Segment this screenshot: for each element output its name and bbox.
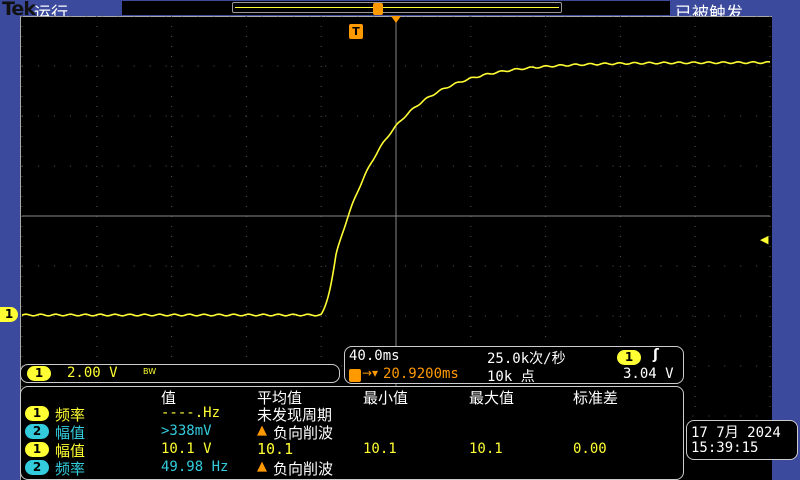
measurements-table: 值平均值 最小值 最大值 标准差 1 频率 ----.Hz 未发现周期 2 幅值 >33… [20,386,684,480]
trigger-level: 3.04 V [623,366,674,382]
channel-badge: 1 [25,406,49,421]
measurement-value: 49.98 Hz [161,459,229,475]
ch1-badge: 1 [27,366,51,381]
ch1-waveform-trace [21,60,771,317]
measurement-mean: 负向削波 [273,460,334,478]
ch1-ground-marker[interactable]: 1 [0,307,18,322]
trigger-position-marker[interactable]: T [349,24,363,39]
datetime-box[interactable]: 17 7月 2024 15:39:15 [686,420,798,460]
record-trigger-marker-icon [373,3,383,15]
delay-arrow-icon: →▾ [362,366,379,380]
measurement-min: 10.1 [363,441,397,457]
trigger-delay: 20.9200ms [383,366,459,382]
trigger-source-badge: 1 [617,350,641,365]
measurement-name: 幅值 [55,424,86,442]
trigger-position-arrow-icon [391,16,401,23]
ch1-scale: 2.00 V [67,365,118,381]
brand-logo: Tek [2,0,36,20]
record-length: 10k 点 [487,369,535,385]
sample-rate: 25.0k次/秒 [487,351,566,367]
measurement-mean: 10.1 [257,440,294,458]
timebase: 40.0ms [349,348,400,364]
measurement-row[interactable]: 2 频率 49.98 Hz ▲ 负向削波 [21,459,681,478]
measurement-name: 频率 [55,406,86,424]
measurement-value: ----.Hz [161,405,221,421]
measurement-name: 频率 [55,460,86,478]
channel-badge: 2 [25,460,49,475]
measurement-mean: 负向削波 [273,424,334,442]
horizontal-trigger-box[interactable]: 40.0ms 25.0k次/秒 1 ʃ →▾ 20.9200ms 10k 点 3… [344,346,684,385]
measurement-mean: 未发现周期 [257,406,333,424]
date: 17 7月 2024 [691,425,781,441]
column-header: 值 [161,389,177,407]
channel-badge: 2 [25,424,49,439]
record-view-bracket [232,2,562,13]
bw-limit-icon: BW [143,367,157,376]
trigger-t-icon [349,369,361,382]
channel-badge: 1 [25,442,49,457]
measurement-std: 0.00 [573,441,607,457]
measurement-row[interactable]: 2 幅值 >338mV ▲ 负向削波 [21,423,681,442]
record-view [122,1,670,15]
time: 15:39:15 [691,440,759,456]
measurement-row[interactable]: 1 幅值 10.1 V 10.1 10.1 10.1 0.00 [21,440,681,460]
column-header: 平均值 [257,389,303,407]
channel1-scale-box[interactable]: 1 2.00 V BW [20,364,340,383]
measurement-value: >338mV [161,423,212,439]
column-header: 标准差 [573,389,619,407]
warning-icon: ▲ [257,459,267,474]
measurement-value: 10.1 V [161,441,212,457]
rising-edge-icon: ʃ [653,347,659,363]
trigger-level-arrow-icon[interactable]: ◀ [760,233,769,246]
measurement-max: 10.1 [469,441,503,457]
column-header: 最小值 [363,389,409,407]
column-header: 最大值 [469,389,515,407]
measurement-name: 幅值 [55,442,86,460]
warning-icon: ▲ [257,423,267,438]
measurement-row[interactable]: 1 频率 ----.Hz 未发现周期 [21,405,681,424]
